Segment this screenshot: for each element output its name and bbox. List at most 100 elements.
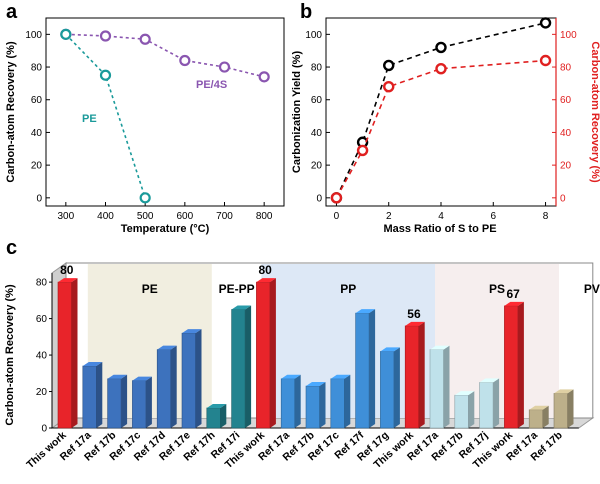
panel-c-bar: [107, 378, 122, 429]
panel-c-bar-top: [405, 321, 425, 326]
panel-a-point: [139, 192, 151, 204]
panel-c-bar-top: [58, 278, 78, 283]
panel-c-bar-side: [195, 329, 202, 428]
panel-b-xlabel: Mass Ratio of S to PE: [383, 223, 496, 235]
panel-c-bar: [404, 325, 420, 429]
panel-b-y2tick-label: 60: [560, 95, 572, 106]
panel-c-bar: [504, 305, 519, 429]
panel-a-series-label-pe: PE: [82, 113, 97, 125]
panel-c-bar-side: [369, 309, 376, 428]
panel-a-xtick-label: 500: [137, 211, 154, 222]
panel-b-xtick-label: 2: [386, 211, 392, 222]
panel-a-xtick-label: 600: [176, 211, 193, 222]
panel-c-bar-top: [355, 309, 376, 314]
panel-a-point: [60, 28, 72, 40]
panel-c-bar: [82, 365, 97, 429]
panel-c-bar: [156, 349, 171, 429]
panel-b-y2label: Carbon-atom Recovery (%): [589, 41, 600, 183]
panel-c-bar-side: [517, 301, 524, 428]
panel-c-bar-side: [443, 345, 450, 428]
panel-b-point: [539, 54, 552, 67]
panel-b-xtick-label: 8: [543, 211, 549, 222]
panel-c-value-label: 56: [407, 307, 421, 321]
panel-c-bar: [380, 351, 395, 429]
panel-c-bar-side: [344, 374, 351, 428]
panel-b-xtick-label: 4: [438, 211, 444, 222]
panel-c-bar-top: [330, 374, 351, 379]
panel-c-bar: [553, 393, 568, 429]
panel-c-bar-side: [319, 382, 326, 428]
panel-c-bar: [280, 378, 296, 429]
panel-b-y2tick-label: 0: [560, 193, 566, 204]
panel-c-bar: [305, 385, 320, 429]
panel-a-series-label-pe4s: PE/4S: [196, 79, 227, 91]
panel-a-ylabel: Carbon-atom Recovery (%): [5, 41, 17, 183]
panel-c-group-label: PE-PP: [219, 282, 255, 296]
panel-a-series-line-0: [65, 33, 265, 78]
panel-c-bar-side: [493, 378, 500, 428]
panel-c-bar-top: [454, 391, 475, 396]
panel-c-bar-top: [107, 374, 128, 379]
panel-c-bar-top: [430, 345, 450, 350]
panel-c-bar-side: [96, 362, 103, 428]
panel-a-ytick-label: 60: [31, 95, 43, 106]
panel-b-y2tick-label: 100: [560, 30, 577, 41]
panel-c-group-label: PVC: [584, 282, 600, 296]
panel-a-xtick-label: 700: [216, 211, 233, 222]
panel-c-bar-side: [567, 389, 574, 428]
panel-c-bar-side: [121, 374, 128, 428]
panel-a-point: [99, 30, 112, 42]
panel-c-bar-side: [393, 347, 400, 428]
panel-c-bar: [181, 332, 196, 429]
panel-b-ylabel: Carbonization Yield (%): [291, 51, 303, 174]
panel-c-bar-side: [71, 278, 78, 428]
panel-c-bar-top: [479, 378, 500, 383]
panel-c-bar-top: [256, 278, 276, 283]
panel-a-point: [139, 33, 151, 45]
panel-c-bar-top: [82, 362, 103, 366]
panel-b-letter: b: [300, 1, 312, 23]
panel-c-group-label: PP: [340, 282, 356, 296]
panel-a-xtick-label: 300: [57, 211, 74, 222]
panel-b-point: [435, 41, 447, 54]
panel-c-bar-top: [206, 403, 227, 408]
panel-b-ytick-label: 100: [305, 30, 322, 41]
panel-c-ylabel: Carbon-atom Recovery (%): [4, 284, 16, 426]
panel-a-frame: [45, 17, 285, 207]
panel-b-point: [383, 59, 395, 72]
panel-a-xlabel: Temperature (°C): [121, 223, 210, 235]
panel-b-point: [539, 17, 552, 29]
panel-c-bar-top: [504, 301, 524, 306]
panel-a-xtick-label: 800: [256, 211, 273, 222]
panel-c-bar-top: [281, 374, 301, 379]
panel-c-bar-side: [269, 278, 276, 428]
panel-b-point: [435, 62, 447, 75]
panel-c-bar: [355, 312, 370, 429]
panel-c-bar: [231, 309, 246, 429]
panel-a-point: [218, 61, 231, 73]
panel-a-series-line-1: [65, 33, 146, 199]
panel-c-bar-top: [132, 376, 152, 381]
panel-b-series-line-0: [335, 22, 546, 199]
panel-a-letter: a: [6, 1, 18, 23]
panel-c-bar: [528, 409, 544, 429]
panel-a-point: [258, 71, 270, 83]
panel-a-ytick-label: 80: [31, 63, 43, 74]
panel-b-series-line-1: [335, 59, 546, 199]
panel-c-bar-top: [157, 345, 177, 350]
panel-a-ytick-label: 40: [31, 128, 43, 139]
panel-b-point: [356, 144, 369, 157]
panel-a-xtick-label: 400: [97, 211, 114, 222]
panel-c-bar-top: [529, 405, 549, 410]
panel-a-point: [179, 54, 191, 67]
panel-a-ytick-label: 20: [31, 161, 43, 172]
panel-b-ytick-label: 0: [316, 193, 322, 204]
panel-c-bar-side: [170, 345, 177, 428]
panel-b-xtick-label: 0: [334, 211, 340, 222]
panel-a-chart: 300 400 500 600 700 800 0 20 40 60 80 100 Temperatu…: [5, 17, 285, 235]
panel-c-bar-side: [245, 305, 252, 428]
panel-c-bar-top: [554, 389, 574, 394]
